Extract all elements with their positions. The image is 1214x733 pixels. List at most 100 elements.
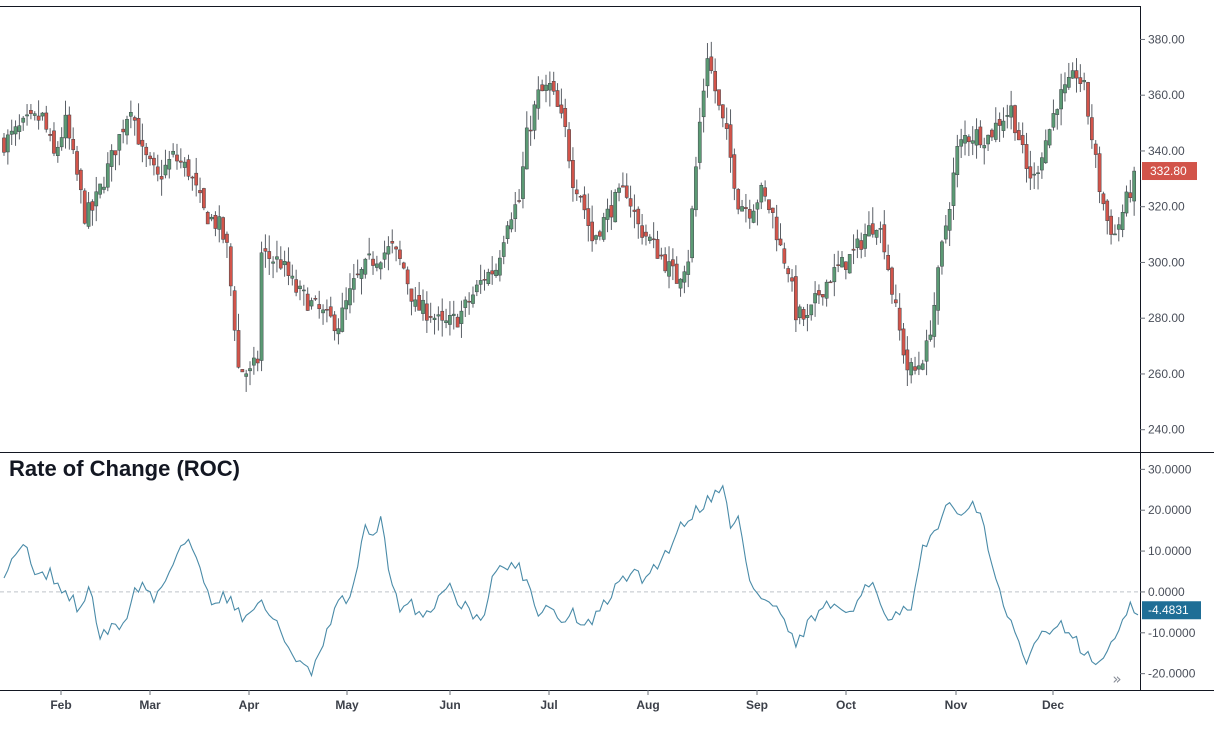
candle-body[interactable] bbox=[805, 315, 810, 318]
candle-body[interactable] bbox=[621, 185, 625, 188]
candle-body[interactable] bbox=[305, 293, 310, 311]
candle-body[interactable] bbox=[159, 176, 164, 180]
candle-body[interactable] bbox=[259, 252, 264, 361]
candle-body[interactable] bbox=[809, 304, 814, 316]
candle-body[interactable] bbox=[271, 261, 275, 264]
candle-body[interactable] bbox=[601, 217, 606, 240]
candle-body[interactable] bbox=[905, 349, 910, 371]
candle-body[interactable] bbox=[336, 328, 341, 335]
candle-body[interactable] bbox=[171, 150, 175, 155]
candle-body[interactable] bbox=[663, 254, 668, 272]
candle-body[interactable] bbox=[321, 309, 325, 314]
candle-body[interactable] bbox=[71, 139, 76, 151]
candle-body[interactable] bbox=[920, 363, 925, 370]
candle-body[interactable] bbox=[1090, 117, 1094, 141]
candle-body[interactable] bbox=[59, 137, 64, 148]
candle-body[interactable] bbox=[378, 262, 383, 270]
candle-body[interactable] bbox=[301, 289, 306, 292]
candle-body[interactable] bbox=[190, 176, 195, 179]
candle-body[interactable] bbox=[102, 186, 106, 190]
candle-body[interactable] bbox=[152, 157, 156, 166]
candle-body[interactable] bbox=[955, 146, 960, 176]
candle-body[interactable] bbox=[105, 163, 110, 188]
candle-body[interactable] bbox=[1105, 200, 1110, 221]
candle-body[interactable] bbox=[594, 235, 598, 240]
candle-body[interactable] bbox=[240, 369, 245, 373]
candle-body[interactable] bbox=[278, 259, 283, 269]
candle-body[interactable] bbox=[1116, 224, 1121, 230]
candle-body[interactable] bbox=[563, 108, 568, 127]
candle-body[interactable] bbox=[40, 112, 45, 117]
candle-body[interactable] bbox=[129, 112, 133, 117]
candle-body[interactable] bbox=[548, 83, 552, 91]
candle-body[interactable] bbox=[694, 166, 698, 211]
candle-body[interactable] bbox=[651, 238, 656, 241]
candle-body[interactable] bbox=[375, 263, 379, 268]
candle-body[interactable] bbox=[736, 189, 741, 210]
candle-body[interactable] bbox=[709, 56, 714, 71]
candle-body[interactable] bbox=[463, 299, 468, 308]
candle-body[interactable] bbox=[286, 261, 291, 276]
candle-body[interactable] bbox=[863, 234, 867, 249]
candle-body[interactable] bbox=[451, 313, 456, 316]
candle-body[interactable] bbox=[67, 114, 72, 139]
candle-body[interactable] bbox=[517, 200, 521, 202]
candle-body[interactable] bbox=[632, 209, 637, 212]
candle-body[interactable] bbox=[1128, 192, 1133, 198]
candle-body[interactable] bbox=[351, 278, 356, 290]
candle-body[interactable] bbox=[248, 368, 252, 372]
candle-body[interactable] bbox=[536, 89, 541, 109]
candle-body[interactable] bbox=[770, 207, 775, 213]
candle-body[interactable] bbox=[813, 293, 817, 304]
candle-body[interactable] bbox=[21, 117, 26, 123]
candle-body[interactable] bbox=[936, 267, 940, 311]
candle-body[interactable] bbox=[840, 257, 844, 268]
candle-body[interactable] bbox=[713, 71, 718, 92]
candle-body[interactable] bbox=[355, 273, 360, 276]
candle-body[interactable] bbox=[213, 214, 218, 229]
candle-body[interactable] bbox=[252, 357, 256, 366]
candle-body[interactable] bbox=[363, 258, 368, 275]
candle-body[interactable] bbox=[182, 161, 187, 168]
candle-body[interactable] bbox=[432, 317, 437, 321]
candle-body[interactable] bbox=[17, 125, 22, 132]
candle-body[interactable] bbox=[413, 299, 418, 307]
candle-body[interactable] bbox=[674, 263, 679, 284]
candle-body[interactable] bbox=[659, 254, 664, 257]
candle-body[interactable] bbox=[720, 104, 725, 119]
candle-body[interactable] bbox=[228, 246, 233, 287]
candle-body[interactable] bbox=[494, 269, 498, 277]
roc-pane[interactable] bbox=[0, 484, 1140, 678]
candle-body[interactable] bbox=[90, 201, 95, 211]
candle-body[interactable] bbox=[540, 84, 545, 92]
candle-body[interactable] bbox=[774, 216, 779, 241]
candle-body[interactable] bbox=[1055, 109, 1060, 115]
candle-body[interactable] bbox=[1086, 82, 1090, 117]
candle-body[interactable] bbox=[820, 294, 825, 298]
candle-body[interactable] bbox=[686, 261, 691, 275]
candle-body[interactable] bbox=[932, 304, 937, 337]
candle-body[interactable] bbox=[567, 129, 571, 162]
candle-body[interactable] bbox=[924, 340, 929, 362]
candle-body[interactable] bbox=[1093, 143, 1098, 155]
candle-body[interactable] bbox=[759, 184, 764, 203]
candle-body[interactable] bbox=[778, 238, 783, 246]
candle-body[interactable] bbox=[428, 316, 433, 318]
candle-body[interactable] bbox=[682, 271, 687, 283]
candle-body[interactable] bbox=[328, 306, 333, 317]
candle-body[interactable] bbox=[640, 225, 644, 238]
candle-body[interactable] bbox=[867, 225, 871, 237]
candle-body[interactable] bbox=[75, 151, 79, 175]
candle-body[interactable] bbox=[832, 267, 837, 283]
candle-body[interactable] bbox=[870, 223, 875, 235]
candle-body[interactable] bbox=[1047, 129, 1052, 146]
candle-body[interactable] bbox=[275, 256, 279, 260]
candle-body[interactable] bbox=[82, 190, 87, 224]
candle-body[interactable] bbox=[209, 216, 214, 220]
candle-body[interactable] bbox=[763, 187, 767, 197]
candle-body[interactable] bbox=[940, 241, 944, 267]
candle-body[interactable] bbox=[417, 295, 422, 311]
candle-body[interactable] bbox=[186, 159, 191, 177]
